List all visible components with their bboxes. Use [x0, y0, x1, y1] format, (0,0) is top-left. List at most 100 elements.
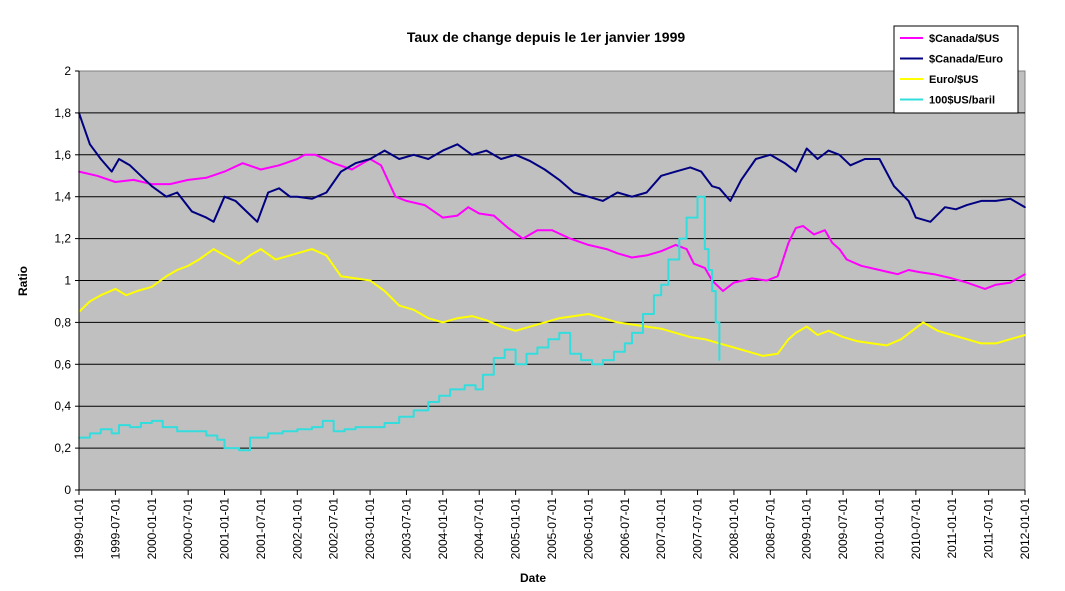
data-point — [660, 283, 662, 286]
data-point — [704, 267, 706, 269]
data-point — [805, 147, 808, 150]
data-point — [474, 388, 477, 391]
data-point — [423, 204, 426, 206]
data-point — [205, 216, 208, 219]
data-point — [467, 206, 470, 208]
x-tick-label: 2009-01-01 — [800, 498, 814, 560]
data-point — [893, 185, 895, 187]
data-point — [602, 359, 604, 361]
legend-label: 100$US/baril — [929, 95, 995, 107]
data-point — [514, 330, 517, 332]
data-point — [398, 304, 401, 307]
data-point — [569, 353, 571, 355]
data-point — [704, 248, 706, 250]
data-point — [289, 254, 291, 257]
data-point — [456, 143, 459, 146]
data-point — [558, 179, 561, 181]
data-point — [332, 162, 335, 164]
data-point — [645, 325, 648, 328]
data-point — [500, 325, 502, 328]
data-point — [125, 294, 128, 297]
data-point — [238, 449, 240, 452]
data-point — [762, 355, 764, 357]
data-point — [485, 149, 488, 152]
y-axis-title: Ratio — [16, 266, 30, 296]
data-point — [1024, 206, 1026, 208]
data-point — [485, 319, 488, 322]
data-point — [383, 149, 386, 152]
data-point — [631, 332, 633, 334]
data-point — [616, 191, 619, 194]
data-point — [241, 162, 244, 164]
data-point — [1024, 273, 1026, 276]
data-point — [412, 309, 415, 311]
x-tick-label: 2009-07-01 — [836, 498, 850, 560]
data-point — [802, 225, 804, 227]
data-point — [558, 332, 561, 334]
data-point — [176, 430, 178, 433]
data-point — [667, 258, 670, 261]
data-point — [845, 258, 848, 261]
data-point — [332, 430, 335, 433]
data-point — [911, 330, 913, 332]
y-tick-label: 2 — [64, 64, 71, 78]
data-point — [514, 154, 517, 156]
data-point — [161, 426, 164, 428]
data-point — [605, 248, 608, 250]
data-point — [438, 394, 441, 397]
data-point — [522, 237, 524, 240]
data-point — [824, 229, 826, 231]
x-tick-label: 2005-07-01 — [545, 498, 559, 560]
data-point — [234, 200, 237, 202]
data-point — [110, 432, 113, 435]
y-tick-label: 0,4 — [54, 399, 71, 413]
y-tick-label: 1,2 — [54, 232, 71, 246]
x-tick-label: 2001-07-01 — [254, 498, 268, 560]
data-point — [405, 200, 408, 202]
data-point — [471, 154, 473, 156]
data-point — [212, 221, 215, 223]
data-point — [722, 290, 724, 292]
data-point — [296, 158, 299, 160]
data-point — [216, 438, 219, 441]
data-point — [394, 195, 397, 198]
y-tick-label: 0 — [64, 483, 71, 497]
data-point — [573, 191, 575, 194]
data-point — [514, 363, 517, 366]
data-point — [653, 294, 655, 297]
y-axis: 0 0,2 0,4 0,6 0,8 1 1,2 1,4 1,6 1,8 2 — [54, 64, 80, 497]
data-point — [212, 248, 215, 250]
data-point — [980, 200, 983, 202]
data-point — [860, 265, 863, 267]
data-point — [369, 279, 371, 282]
data-point — [482, 374, 484, 376]
x-tick-label: 2007-07-01 — [691, 498, 705, 560]
data-point — [311, 248, 313, 250]
data-point — [966, 204, 968, 206]
x-tick-label: 2005-01-01 — [509, 498, 523, 560]
x-tick-label: 2000-01-01 — [145, 498, 159, 560]
data-point — [96, 175, 98, 177]
data-point — [456, 317, 459, 320]
data-point — [689, 336, 692, 338]
data-point — [529, 325, 531, 328]
data-point — [176, 269, 178, 271]
x-tick-label: 1999-07-01 — [108, 498, 122, 560]
data-point — [507, 227, 510, 229]
data-point — [933, 273, 935, 276]
data-point — [322, 420, 324, 422]
data-point — [733, 346, 735, 349]
data-point — [631, 323, 633, 326]
data-point — [110, 170, 113, 173]
data-point — [129, 164, 131, 167]
legend: $Canada/$US $Canada/Euro Euro/$US 100$US/ba… — [893, 25, 1019, 114]
data-point — [478, 212, 481, 215]
data-point — [165, 275, 168, 278]
x-tick-label: 2002-01-01 — [290, 498, 304, 560]
data-point — [89, 432, 91, 435]
data-point — [787, 338, 790, 341]
data-point — [816, 334, 819, 336]
data-point — [660, 250, 662, 252]
series-group — [78, 112, 1026, 452]
data-point — [980, 342, 983, 345]
